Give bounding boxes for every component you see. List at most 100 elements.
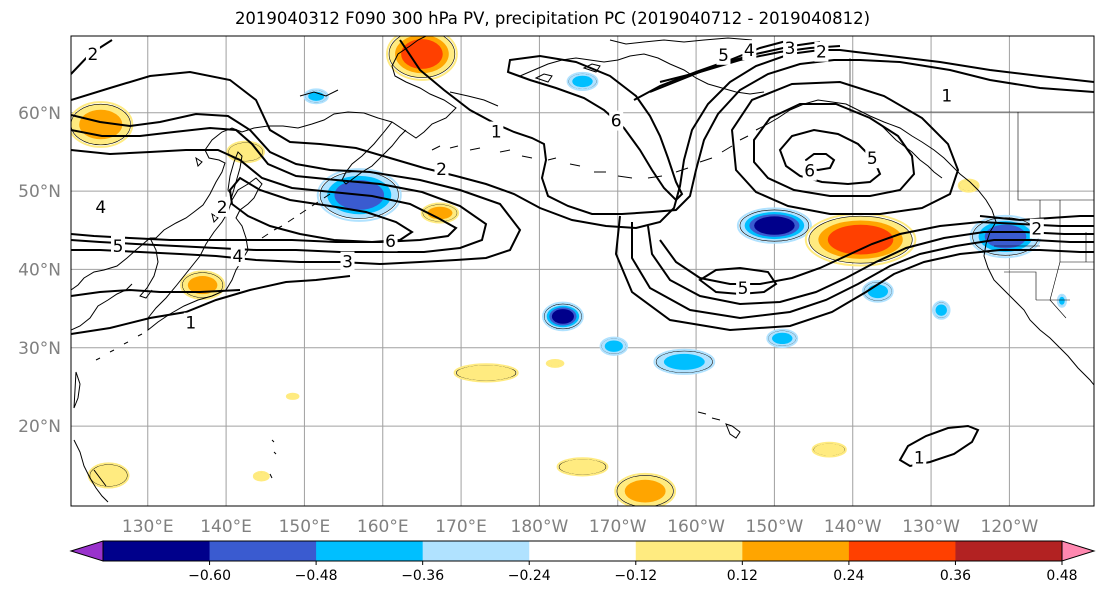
precip-level-fill <box>551 309 574 324</box>
contour-label-text: 2 <box>436 160 447 180</box>
colorbar-extend-high <box>1061 540 1096 562</box>
precip-blob <box>804 212 917 267</box>
pv-contour-gulf-4 <box>753 103 916 197</box>
pv-contour-2-east <box>979 215 1094 222</box>
contour-label-text: 6 <box>611 112 622 132</box>
contour-label-text: 2 <box>217 198 228 218</box>
precip-outer-band <box>653 348 716 375</box>
pv-contour-1-north <box>399 39 1094 215</box>
precip-outer-band <box>766 328 799 348</box>
lon-tick-label: 160°W <box>667 517 725 537</box>
contour-label: 5 <box>736 278 751 299</box>
precip-level-fill <box>867 284 889 299</box>
contour-label-text: 4 <box>232 247 243 267</box>
precip-blob <box>556 457 609 477</box>
contour-label: 1 <box>939 85 954 107</box>
coastline-japan-islands <box>195 156 219 223</box>
precip-level-fill <box>401 39 443 69</box>
pv-contour-japan-south <box>71 288 241 297</box>
coastline-bering-islands <box>534 63 601 83</box>
map-title: 2019040312 F090 300 hPa PV, precipitatio… <box>234 9 871 28</box>
precip-outer-band <box>316 168 402 222</box>
precip-blob <box>285 392 300 400</box>
contour-label: 1 <box>489 121 504 143</box>
pv-contour-5 <box>71 149 458 243</box>
contour-label-text: 2 <box>1031 220 1042 240</box>
precip-outer-band <box>556 457 609 477</box>
precip-outer-band <box>811 441 847 458</box>
precip-level-fill <box>187 276 218 295</box>
precip-outer-band <box>1056 293 1068 308</box>
contour-label: 4 <box>93 196 108 218</box>
map-background <box>71 36 1094 506</box>
coastline-japan <box>147 177 263 332</box>
precip-blob <box>453 363 519 383</box>
precip-outer-band <box>420 202 460 224</box>
coastline-taiwan <box>73 371 81 409</box>
pv-contour-gulf-5 <box>778 128 882 186</box>
contour-label-text: 5 <box>738 279 749 299</box>
precip-outer-band <box>614 472 677 506</box>
precip-outer-band <box>957 178 980 193</box>
coastline-philippines <box>73 439 109 503</box>
pv-contour-ridge-2 <box>647 225 1094 306</box>
precip-blob <box>303 88 329 105</box>
coastline-pacific-islands <box>269 439 277 479</box>
contour-label-text: 5 <box>867 149 878 169</box>
lon-tick-label: 140°E <box>200 517 252 537</box>
contour-label-text: 4 <box>95 198 106 218</box>
contour-label-text: 6 <box>385 232 396 252</box>
contour-label-halo <box>742 40 757 61</box>
precip-outer-band <box>453 363 519 383</box>
contour-label-text: 1 <box>185 314 196 334</box>
colorbar-tick-label: 0.24 <box>833 568 864 584</box>
contour-label-halo <box>1029 218 1044 239</box>
coastline-alaska-panhandle <box>879 123 943 179</box>
precip-outer-band <box>226 140 265 164</box>
lat-tick-label: 60°N <box>18 104 61 124</box>
precip-outer-band <box>71 101 134 148</box>
contour-label: 6 <box>609 110 624 132</box>
precip-outer-band <box>285 392 300 400</box>
colorbar-tick-label: 0.48 <box>1046 568 1077 584</box>
precip-blob <box>541 301 584 332</box>
contour-label-text: 3 <box>785 39 796 59</box>
colorbar-swatch <box>316 541 424 561</box>
lon-tick-label: 170°W <box>589 517 647 537</box>
coastline-hawaii <box>697 411 741 439</box>
lon-tick-label: 150°E <box>279 517 331 537</box>
contour-label-text: 1 <box>491 123 502 143</box>
precip-outer-band <box>541 301 584 332</box>
lat-tick-label: 30°N <box>18 339 61 359</box>
contour-label-halo <box>489 121 504 142</box>
contour-label: 4 <box>230 246 245 267</box>
contour-label-halo <box>609 110 624 131</box>
colorbar-swatch <box>529 541 637 561</box>
lon-tick-label: 150°W <box>746 517 804 537</box>
state-borders <box>994 245 1070 301</box>
contour-label: 1 <box>912 447 927 468</box>
contour-label: 5 <box>716 44 731 66</box>
contour-label-text: 5 <box>718 46 729 66</box>
contour-label-halo <box>183 312 198 333</box>
contour-label-text: 1 <box>914 448 925 468</box>
lon-tick-label: 160°E <box>357 517 409 537</box>
contour-label-halo <box>110 235 125 256</box>
colorbar-swatch <box>635 541 743 561</box>
colorbar-swatch <box>209 541 317 561</box>
axis-labels: 20°N 30°N 40°N 50°N 60°N 130°E 140°E 150°E 160°E… <box>18 104 1038 537</box>
colorbar-tick-label: −0.36 <box>401 568 444 584</box>
pv-contour-5-small <box>698 266 778 296</box>
precip-blob <box>1056 293 1068 308</box>
graticule <box>71 36 1094 506</box>
precip-blob <box>614 472 677 506</box>
pv-contour-ridge-3 <box>631 222 1094 320</box>
contour-label-text: 3 <box>342 253 353 273</box>
contour-label-halo <box>434 159 449 180</box>
contour-label-text: 2 <box>816 43 827 63</box>
precip-blob <box>386 36 458 81</box>
precip-blob <box>931 300 951 320</box>
precip-level-fill <box>935 304 947 316</box>
contour-label-halo <box>215 196 230 217</box>
